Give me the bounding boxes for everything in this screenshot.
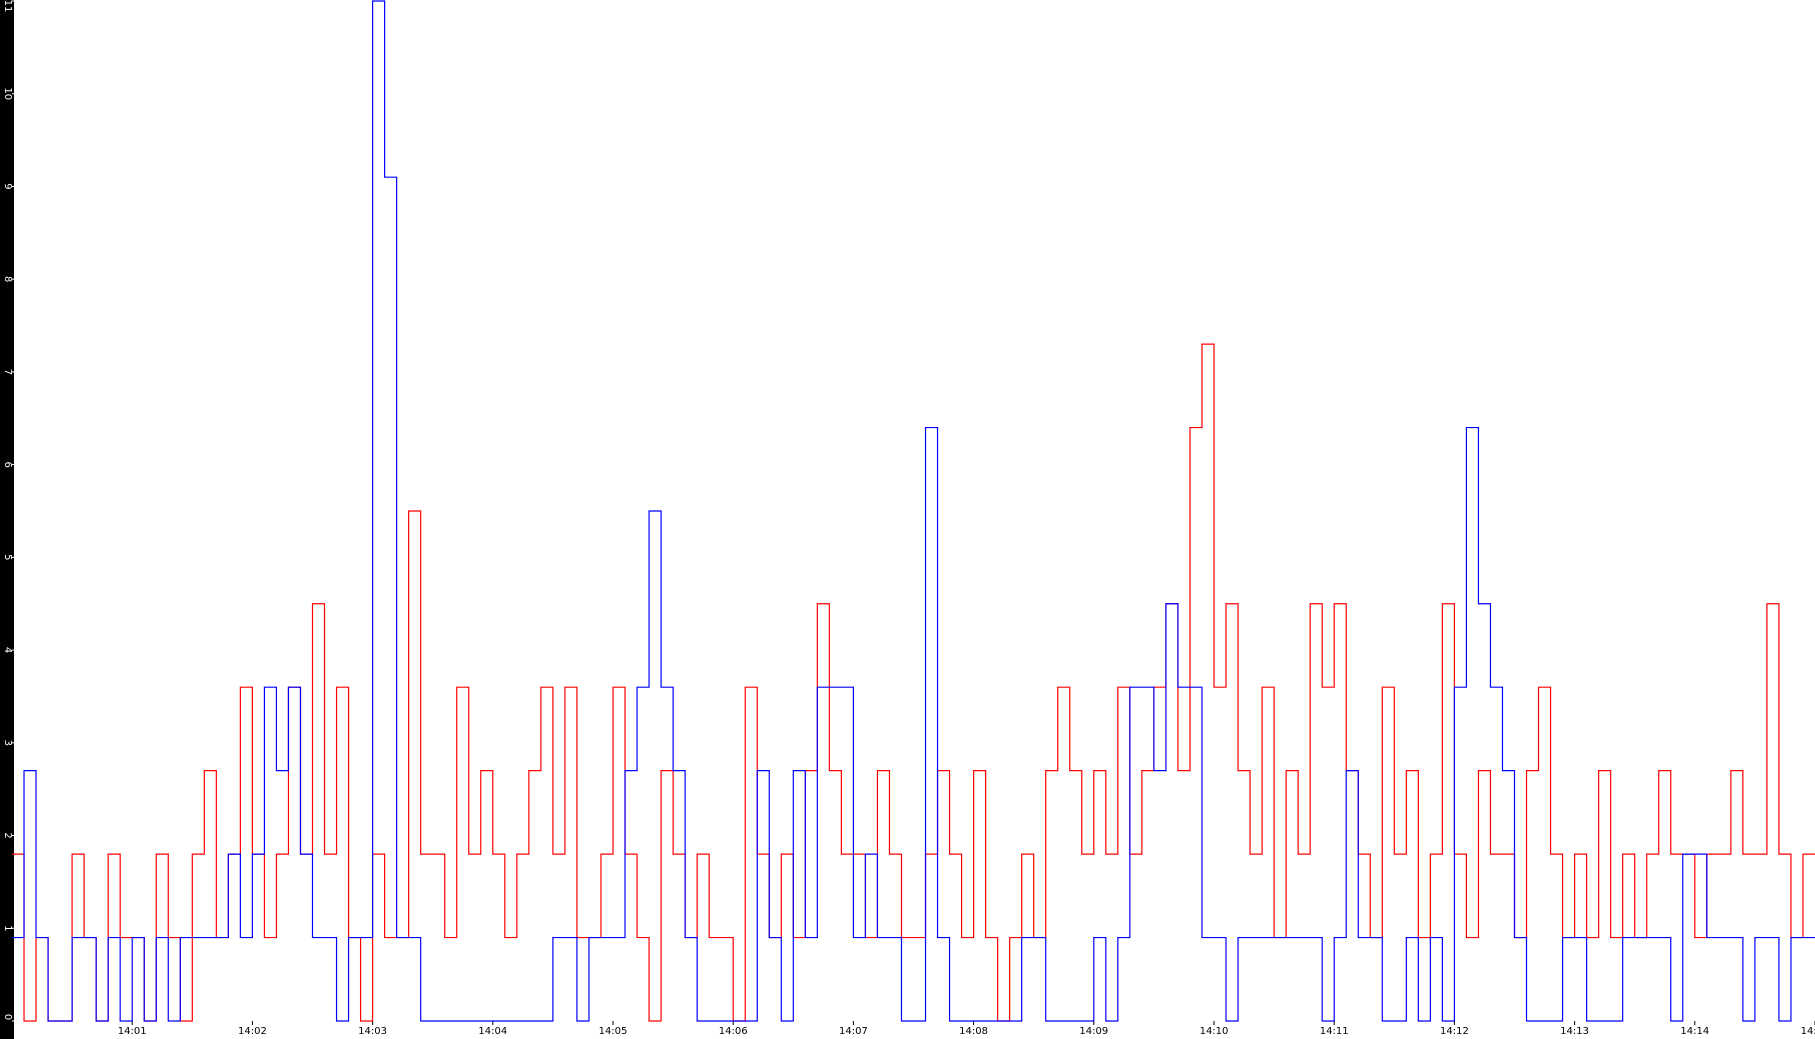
x-tick-label: 14:09 xyxy=(1079,1026,1108,1037)
x-tick-label: 14:03 xyxy=(358,1026,387,1037)
y-tick-label: 2 xyxy=(2,832,13,838)
x-tick-label: 14:14 xyxy=(1680,1026,1709,1037)
y-axis-strip xyxy=(0,0,14,1039)
x-tick-label: 14:04 xyxy=(478,1026,507,1037)
x-tick-label: 14:01 xyxy=(118,1026,147,1037)
x-tick-label: 14:08 xyxy=(959,1026,988,1037)
y-tick-label: 5 xyxy=(2,554,13,560)
y-tick-label: 0 xyxy=(2,1014,13,1020)
y-tick-label: 10 xyxy=(2,87,13,100)
x-tick-label: 14:15 xyxy=(1801,1026,1815,1037)
x-tick-label: 14:11 xyxy=(1320,1026,1349,1037)
y-tick-label: 7 xyxy=(2,369,13,375)
series-line xyxy=(12,343,1815,1022)
y-tick-label: 8 xyxy=(2,276,13,282)
y-tick-label: 9 xyxy=(2,183,13,189)
y-tick-label: 3 xyxy=(2,740,13,746)
y-tick-label: 1 xyxy=(2,925,13,931)
x-tick-label: 14:02 xyxy=(238,1026,267,1037)
y-tick-label: 11 xyxy=(2,0,13,12)
series-line xyxy=(12,0,1815,1022)
x-tick-label: 14:10 xyxy=(1200,1026,1229,1037)
x-tick-label: 14:13 xyxy=(1560,1026,1589,1037)
x-tick-label: 14:05 xyxy=(599,1026,628,1037)
y-tick-label: 6 xyxy=(2,461,13,467)
x-tick-label: 14:12 xyxy=(1440,1026,1469,1037)
y-tick-label: 4 xyxy=(2,647,13,653)
x-tick-label: 14:06 xyxy=(719,1026,748,1037)
x-tick-label: 14:07 xyxy=(839,1026,868,1037)
